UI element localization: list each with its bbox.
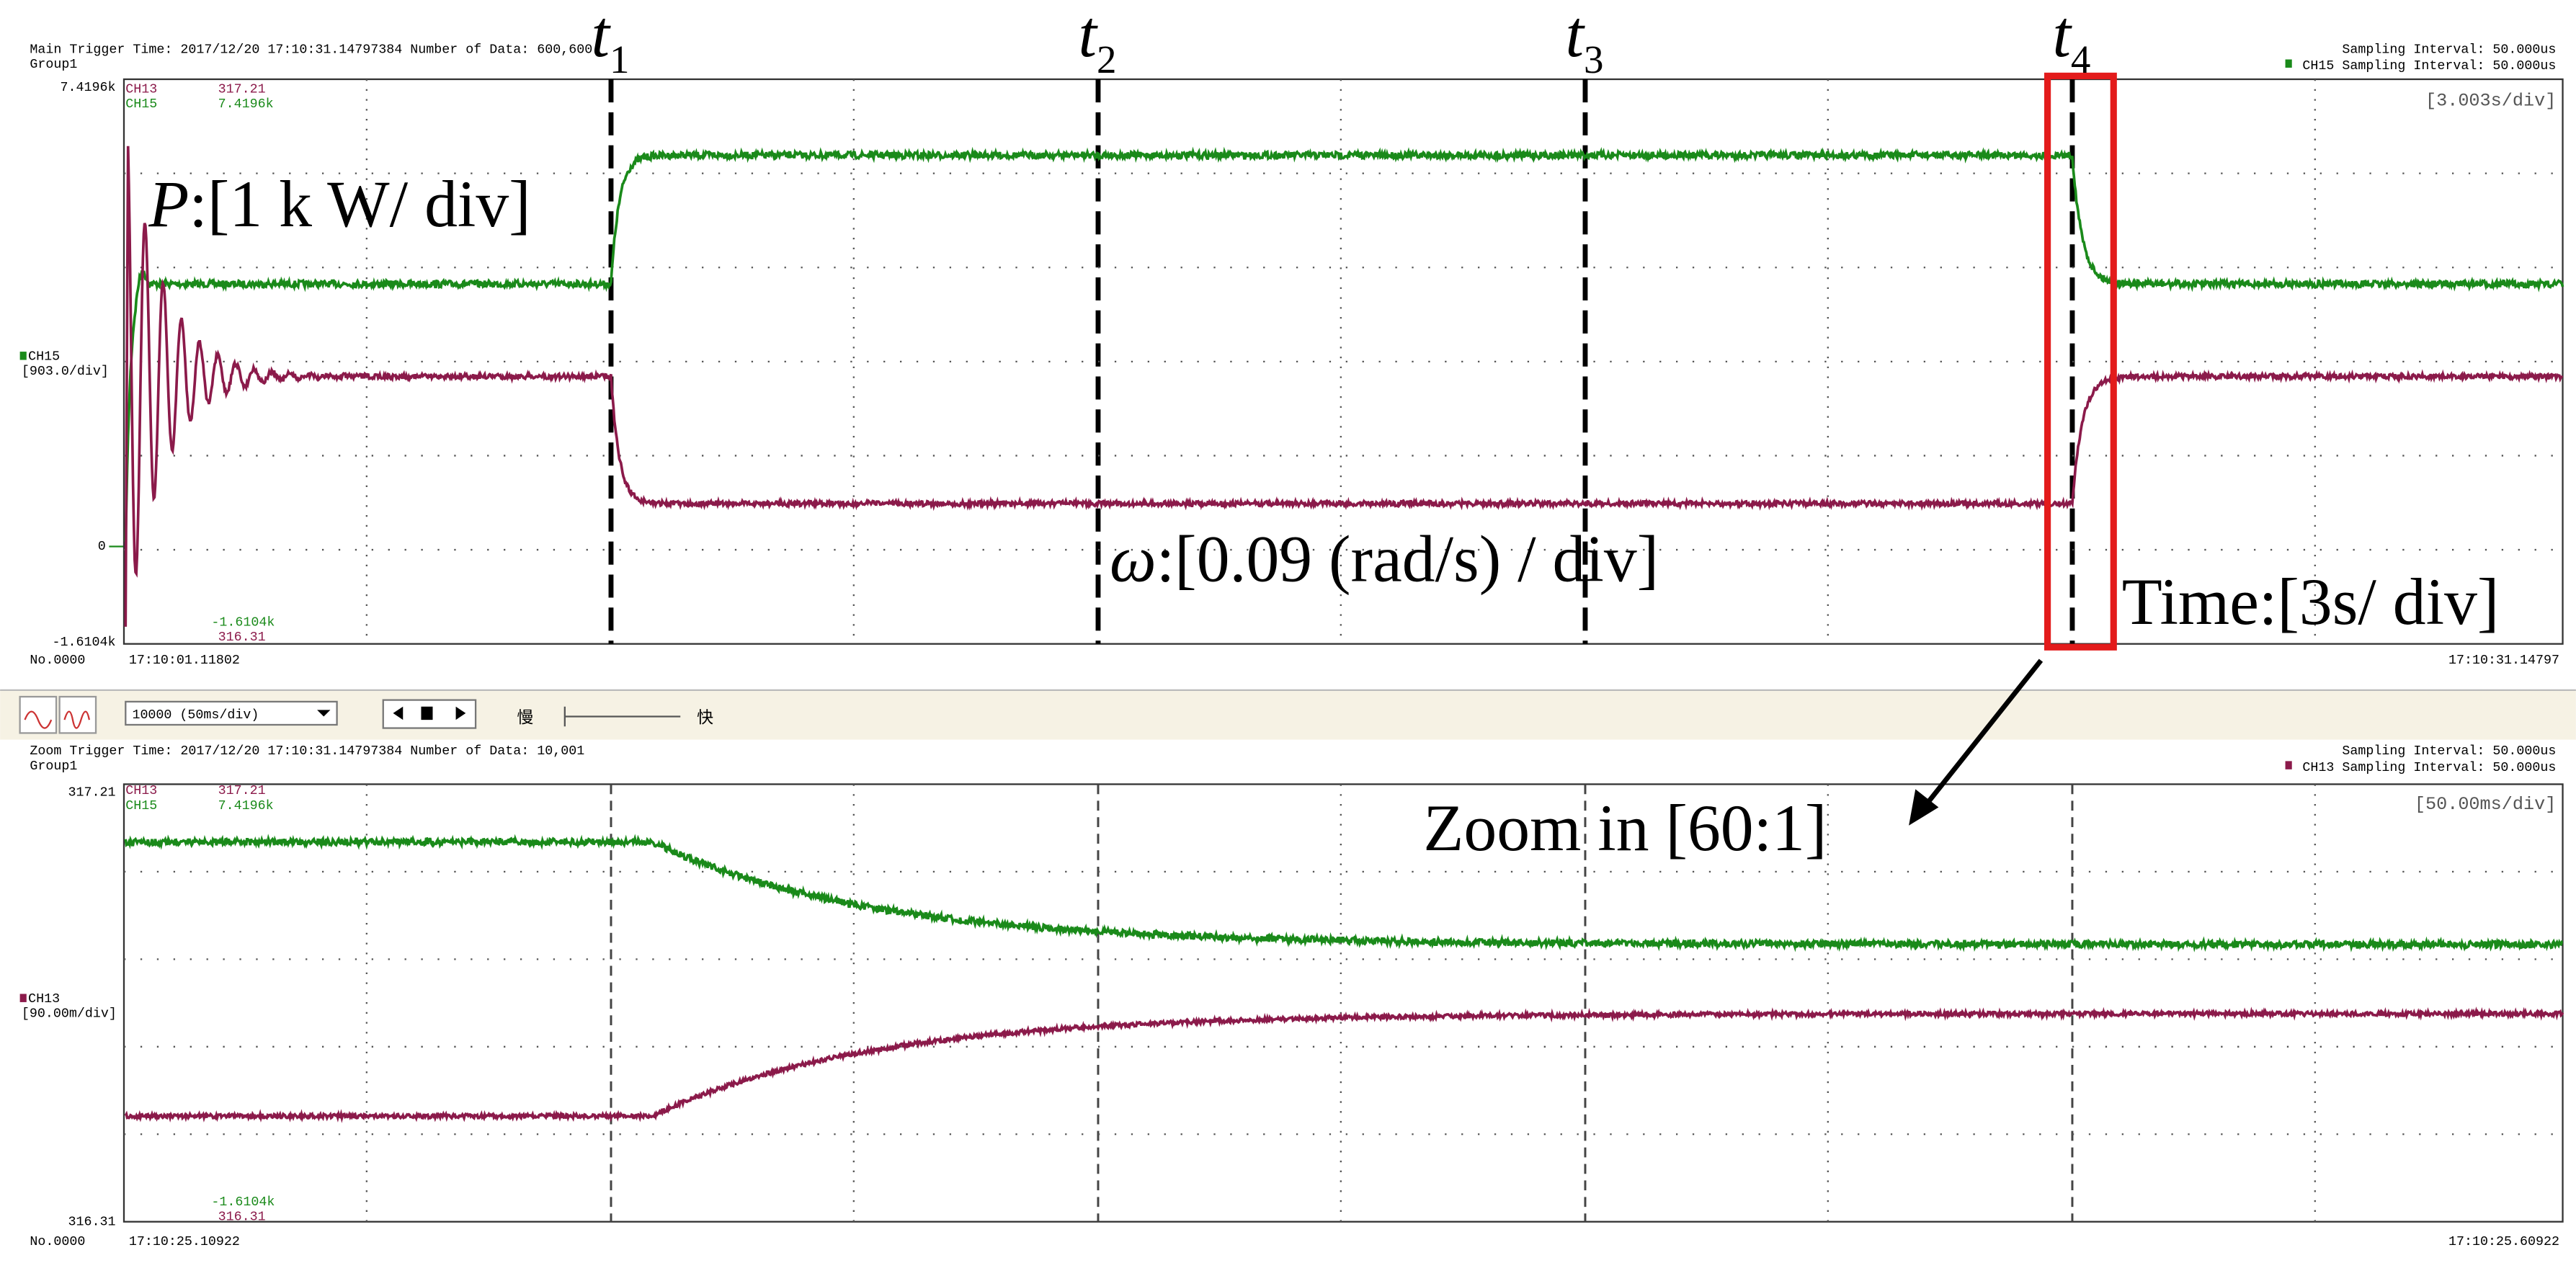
- power-annotation: P:[1 k W/ div]: [148, 167, 530, 241]
- sampling: CH15 Sampling Interval: 50.000us: [2302, 58, 2556, 73]
- arrow-head: [1909, 789, 1939, 826]
- plot-layer: [122, 78, 2564, 1223]
- annotations: P:[1 k W/ div] ω:[0.09 (rad/s) / div] Ti…: [148, 0, 2499, 865]
- legend: 316.31: [218, 1209, 266, 1224]
- text: :[0.09 (rad/s) / div]: [1156, 522, 1659, 596]
- record: No.0000: [30, 653, 85, 668]
- y-top: 317.21: [68, 785, 116, 800]
- icon: [24, 710, 53, 729]
- y-top: 7.4196k: [61, 80, 116, 95]
- arrow-shaft: [1923, 659, 2044, 808]
- zero: 0: [98, 539, 106, 554]
- marker-letter: t: [1565, 0, 1585, 71]
- marker-letter: t: [1078, 0, 1098, 71]
- icon-button[interactable]: [19, 695, 58, 734]
- legend: 317.21: [218, 81, 266, 97]
- group: Group1: [30, 57, 77, 72]
- group: Group1: [30, 759, 77, 774]
- time-marker: t3: [1565, 0, 1603, 81]
- div: [3.003s/div]: [2425, 91, 2556, 112]
- t-start: 17:10:25.10922: [129, 1234, 240, 1249]
- sampling: Sampling Interval: 50.000us: [2342, 744, 2556, 759]
- marker-sub: 3: [1584, 37, 1604, 81]
- sampling: Sampling Interval: 50.000us: [2342, 42, 2556, 57]
- power-trace: [124, 146, 2564, 542]
- header: Main Trigger Time: 2017/12/20 17:10:31.1…: [30, 42, 592, 57]
- legend: 7.4196k: [218, 798, 274, 813]
- legend: -1.6104k: [211, 1195, 275, 1210]
- sampling: CH13 Sampling Interval: 50.000us: [2302, 760, 2556, 775]
- legend: CH13: [125, 783, 157, 798]
- channel-div: [90.00m/div]: [22, 1007, 117, 1022]
- speed-annotation: ω:[0.09 (rad/s) / div]: [1110, 522, 1659, 596]
- y-bottom: -1.6104k: [53, 635, 116, 650]
- speed-zoom-trace: [124, 1006, 2564, 1123]
- marker-sub: 1: [610, 37, 630, 81]
- play-icons: [393, 706, 466, 720]
- header: Zoom Trigger Time: 2017/12/20 17:10:31.1…: [30, 744, 584, 759]
- zoom-box: [2044, 72, 2117, 651]
- text: :[1 k W/ div]: [189, 167, 530, 241]
- fast: 快: [697, 709, 713, 728]
- marker-sub: 4: [2071, 37, 2091, 81]
- swatch: [19, 994, 27, 1002]
- channel-div: [903.0/div]: [22, 364, 109, 379]
- time-marker: t1: [591, 0, 629, 81]
- t-end: 17:10:31.14797: [2448, 653, 2559, 668]
- div: [50.00ms/div]: [2415, 794, 2557, 815]
- legend: 7.4196k: [218, 97, 274, 112]
- time-annotation: Time:[3s/ div]: [2122, 565, 2500, 638]
- legend-swatch: [2285, 59, 2292, 68]
- time-marker: t2: [1078, 0, 1116, 81]
- legend: -1.6104k: [211, 615, 275, 630]
- marker-letter: t: [591, 0, 611, 71]
- y-bottom: 316.31: [68, 1214, 116, 1229]
- t-end: 17:10:25.60922: [2448, 1234, 2559, 1249]
- channel: CH15: [28, 349, 60, 365]
- legend-swatch: [2285, 761, 2292, 769]
- power-zoom-trace: [124, 834, 2564, 952]
- zoom-annotation: Zoom in [60:1]: [1423, 791, 1827, 865]
- legend: 316.31: [218, 630, 266, 645]
- slow: 慢: [517, 709, 533, 728]
- legend: 317.21: [218, 783, 266, 798]
- marker-sub: 2: [1097, 37, 1117, 81]
- legend: CH15: [125, 97, 157, 112]
- marker-letter: t: [2052, 0, 2072, 71]
- t-start: 17:10:01.11802: [129, 653, 240, 668]
- time-marker: t4: [2052, 0, 2090, 81]
- symbol: ω: [1110, 522, 1156, 596]
- legend: CH13: [125, 81, 157, 97]
- zoom-select-text: 10000 (50ms/div): [132, 708, 259, 723]
- symbol: P: [148, 167, 189, 241]
- dropdown-arrow: [317, 710, 331, 717]
- speed-trace: [124, 146, 2564, 627]
- swatch: [19, 352, 27, 360]
- icon: [63, 710, 90, 729]
- record: No.0000: [30, 1234, 85, 1249]
- legend: CH15: [125, 798, 157, 813]
- zoom-select[interactable]: [125, 700, 338, 726]
- channel: CH13: [28, 991, 60, 1007]
- plot-frame: [122, 783, 2564, 1223]
